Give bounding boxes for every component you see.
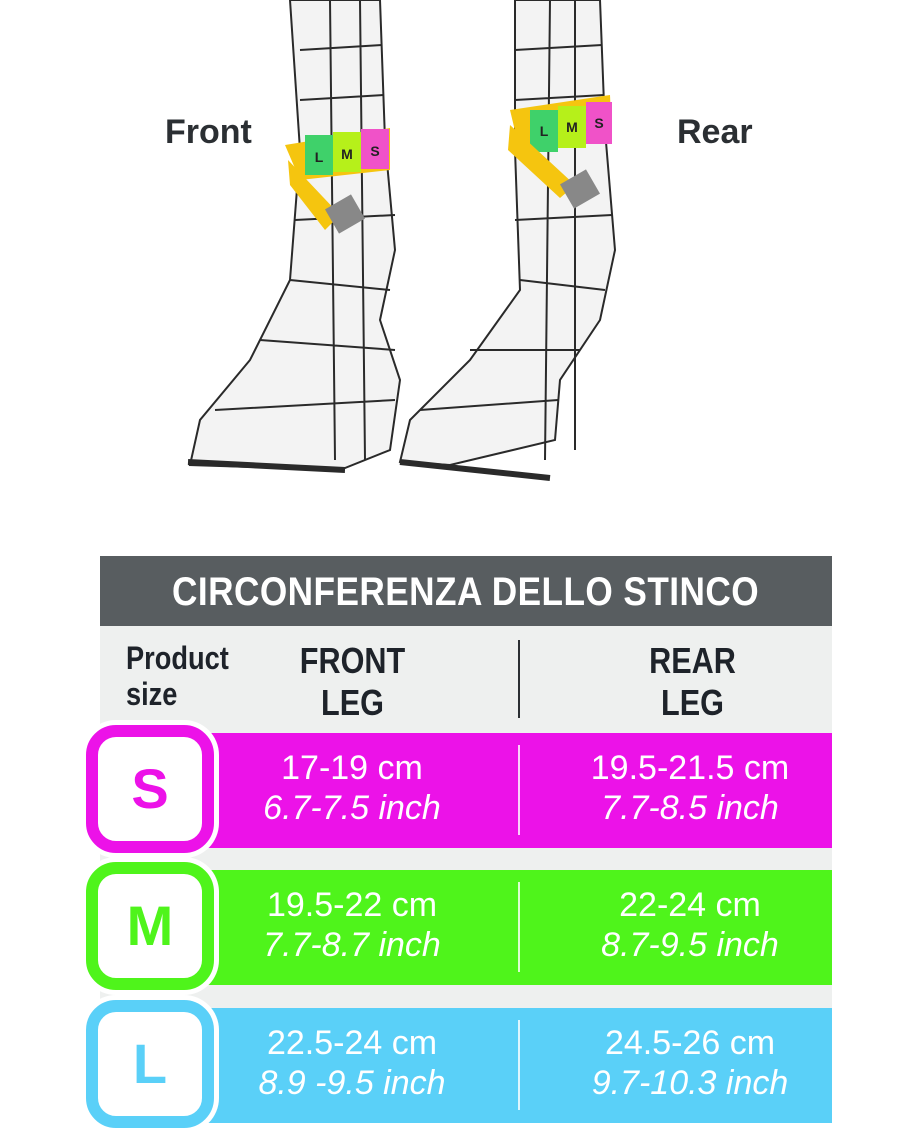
- cell-divider: [518, 1020, 520, 1110]
- size-row-m: [100, 870, 832, 985]
- size-badge-m: M: [86, 862, 214, 990]
- front-label: Front: [165, 113, 252, 151]
- svg-text:L: L: [540, 123, 549, 139]
- rear-label: Rear: [677, 113, 753, 151]
- header-divider: [518, 640, 520, 718]
- table-header-row: [100, 626, 832, 733]
- rear-tape-measure-icon: L M S: [508, 95, 612, 209]
- front-leg-cell: 17-19 cm 6.7-7.5 inch: [263, 749, 441, 827]
- rear-leg-cell: 19.5-21.5 cm 7.7-8.5 inch: [590, 749, 790, 827]
- svg-text:M: M: [341, 146, 353, 162]
- svg-text:S: S: [594, 115, 603, 131]
- front-leg-cell: 19.5-22 cm 7.7-8.7 inch: [263, 886, 441, 964]
- header-rear-leg: REAR LEG: [649, 640, 736, 723]
- cell-divider: [518, 745, 520, 835]
- row-gap: [100, 848, 832, 870]
- table-title: CIRCONFERENZA DELLO STINCO: [100, 556, 832, 626]
- size-row-s: [100, 733, 832, 848]
- size-badge-s: S: [86, 725, 214, 853]
- rear-leg-cell: 24.5-26 cm 9.7-10.3 inch: [591, 1024, 789, 1102]
- rear-leg-cell: 22-24 cm 8.7-9.5 inch: [601, 886, 779, 964]
- size-badge-l: L: [86, 1000, 214, 1128]
- front-tape-measure-icon: L M S: [285, 128, 390, 234]
- cell-divider: [518, 882, 520, 972]
- svg-text:L: L: [315, 149, 324, 165]
- front-leg-drawing: [187, 0, 402, 473]
- svg-text:M: M: [566, 119, 578, 135]
- size-row-l: [100, 1008, 832, 1123]
- rear-leg-drawing: [398, 0, 617, 481]
- svg-text:S: S: [370, 143, 379, 159]
- row-gap: [100, 985, 832, 1008]
- horse-legs-illustration: L M S L M S: [187, 0, 617, 481]
- front-leg-cell: 22.5-24 cm 8.9 -9.5 inch: [258, 1024, 446, 1102]
- header-front-leg: FRONT LEG: [299, 640, 406, 723]
- header-product-size: Product size: [126, 640, 229, 712]
